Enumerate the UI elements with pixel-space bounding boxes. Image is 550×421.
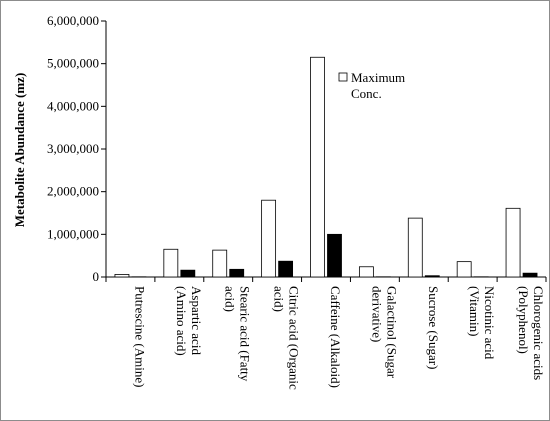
category-label: derivative) bbox=[369, 286, 384, 342]
category-label: (Vitamin) bbox=[467, 286, 482, 336]
bar-series-2 bbox=[327, 233, 342, 278]
y-axis: 0 1,000,000 2,000,000 3,000,000 4,000,000 5,0… bbox=[47, 13, 107, 284]
y-tick-label: 1,000,000 bbox=[47, 226, 99, 241]
category-label: Citric acid (Organic bbox=[287, 286, 302, 390]
legend-label: Maximum bbox=[351, 70, 405, 85]
bar-series-2 bbox=[229, 268, 245, 278]
bar-series-1 bbox=[505, 207, 521, 278]
bar-series-2 bbox=[424, 275, 440, 278]
x-axis: Putrescine (Amine) Aspartic acid(Amino ac… bbox=[105, 276, 547, 390]
bar-series-1 bbox=[310, 56, 325, 278]
y-tick-label: 3,000,000 bbox=[47, 141, 99, 156]
category-label: Nicotinic acid bbox=[482, 286, 497, 360]
bar-series-1 bbox=[456, 261, 472, 278]
y-axis-label: Metabolite Abundance (mz) bbox=[12, 73, 27, 228]
category-label: (Amino acid) bbox=[174, 286, 189, 356]
bar-series-1 bbox=[114, 274, 130, 278]
y-tick-label: 4,000,000 bbox=[47, 98, 99, 113]
category-label: Galactinol (Sugar bbox=[384, 286, 399, 379]
category-label: (Polyphenol) bbox=[516, 286, 531, 354]
bar-series-1 bbox=[261, 199, 277, 278]
bars bbox=[114, 56, 538, 278]
bar-series-2 bbox=[180, 269, 196, 278]
legend-swatch bbox=[338, 72, 348, 82]
bar-series-1 bbox=[407, 217, 423, 278]
bar-series-1 bbox=[163, 248, 179, 278]
category-label: Putrescine (Amine) bbox=[132, 286, 147, 387]
bar-series-2 bbox=[278, 260, 294, 278]
category-label: acid) bbox=[272, 286, 287, 312]
category-label: Sucrose (Sugar) bbox=[426, 286, 441, 369]
y-tick-label: 5,000,000 bbox=[47, 56, 99, 71]
category-label: Caffeine (Alkaloid) bbox=[328, 286, 343, 388]
bar-series-2 bbox=[522, 272, 538, 278]
y-tick-label: 2,000,000 bbox=[47, 184, 99, 199]
y-tick-label: 0 bbox=[93, 269, 100, 284]
bar-series-1 bbox=[358, 266, 374, 278]
category-label: Chlorogenic acids bbox=[531, 286, 546, 380]
category-label: Stearic acid (Fatty bbox=[238, 286, 253, 382]
category-label: acid) bbox=[223, 286, 238, 312]
category-label: Aspartic acid bbox=[189, 286, 204, 355]
y-tick-label: 6,000,000 bbox=[47, 13, 99, 28]
bar-series-1 bbox=[212, 249, 228, 278]
legend-label: Conc. bbox=[351, 86, 382, 101]
